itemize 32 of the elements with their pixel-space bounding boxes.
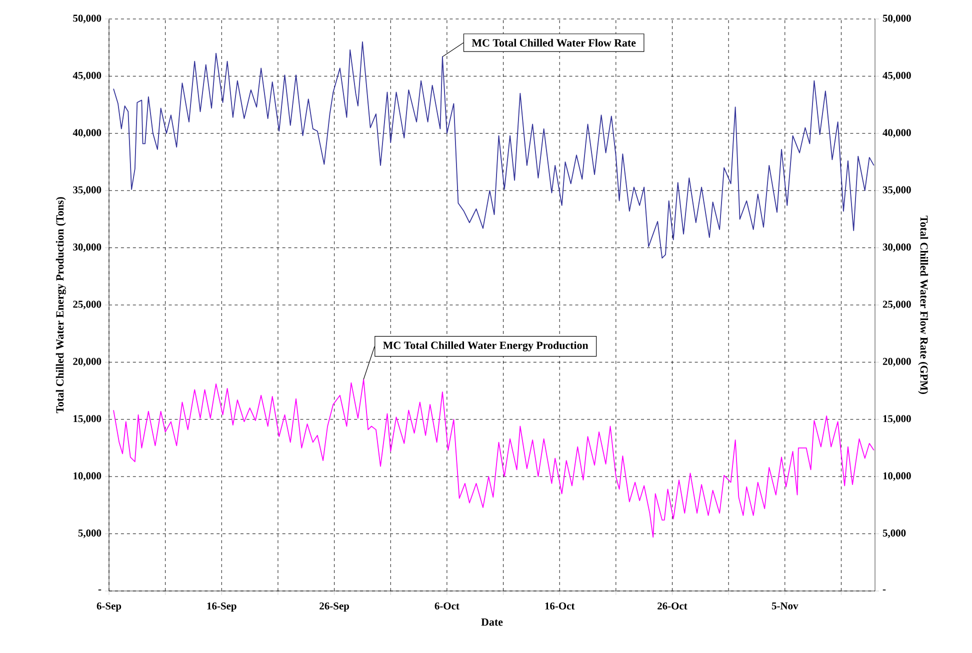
y2-tick-label: 50,000 [882, 14, 911, 24]
annotation: MC Total Chilled Water Energy Production [383, 341, 588, 352]
x-tick-label: 6-Sep [96, 602, 122, 612]
y-tick-label: 25,000 [73, 300, 102, 310]
y2-tick-label: 10,000 [883, 472, 911, 481]
y2-tick-label: 20,000 [882, 358, 911, 366]
x-tick-label: 16-Sep [207, 602, 236, 612]
y2-tick-label: 15,000 [883, 415, 911, 424]
x-tick-label: 26-Oct [658, 602, 688, 610]
y2-axis-title: Total Chilled Water Flow Rate (GPM) [918, 216, 928, 394]
y2-tick-label: 40,000 [882, 129, 911, 138]
y-axis-title: Total Chilled Water Energy Production (Tons) [56, 197, 66, 414]
y2-tick-label: 5,000 [882, 530, 906, 538]
y-tick-label: 45,000 [72, 72, 102, 80]
y-tick-label: 5,000 [78, 530, 102, 538]
y-tick-label: 30,000 [73, 244, 102, 252]
y-tick-label: 35,000 [73, 186, 102, 195]
annotation: MC Total Chilled Water Flow Rate [472, 38, 636, 47]
x-tick-label: 16-Oct [545, 602, 575, 610]
x-tick-label: 6-Oct [434, 602, 460, 610]
y2-tick-label: 35,000 [882, 186, 911, 195]
y2-tick-label: 30,000 [882, 244, 911, 252]
y2-tick-label: 45,000 [882, 72, 911, 80]
x-axis-title: Date [481, 618, 503, 626]
x-tick-label: 5-Nov [772, 602, 798, 610]
y-tick-label: 20,000 [73, 358, 102, 366]
y-tick-label: 10,000 [74, 472, 102, 481]
x-tick-label: 26-Sep [320, 602, 349, 612]
y-tick-label: 50,000 [73, 14, 102, 24]
y-tick-label: 40,000 [72, 129, 102, 138]
y2-tick-label: 25,000 [882, 300, 911, 310]
y-tick-label: 15,000 [74, 415, 102, 424]
